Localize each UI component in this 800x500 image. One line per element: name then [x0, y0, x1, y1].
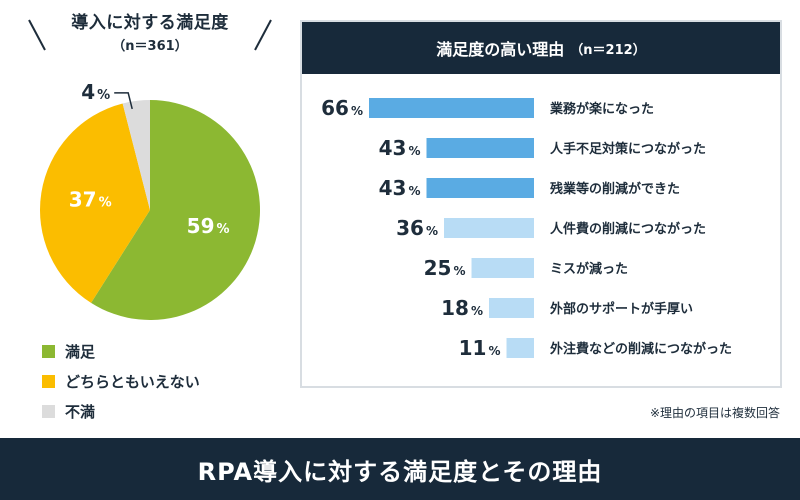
pie-value-label-2: 37% — [69, 188, 112, 212]
reasons-bar-chart: 66% 業務が楽になった 43% 人手不足対策につながった 43% 残業等の削減ができた 3… — [321, 96, 732, 360]
legend-label: 満足 — [65, 342, 96, 361]
footer-title: RPA導入に対する満足度とその理由 — [197, 457, 603, 486]
bar-category-label-6: 外部のサポートが手厚い — [549, 301, 693, 317]
bar-3 — [426, 178, 534, 198]
bar-category-label-1: 業務が楽になった — [549, 101, 654, 117]
satisfaction-pie-chart: 59 % 37 % 4% — [39, 80, 260, 321]
bar-1 — [369, 98, 534, 118]
bar-category-label-4: 人件費の削減につながった — [550, 221, 706, 237]
pie-slice-1 — [91, 100, 260, 321]
bar-value-label-5: 25% — [424, 256, 466, 280]
legend-swatch — [42, 404, 55, 418]
pie-slice-2 — [39, 103, 150, 303]
footnote: ※理由の項目は複数回答 — [649, 406, 780, 420]
bar-category-label-5: ミスが減った — [550, 261, 628, 277]
bar-value-label-7: 11% — [459, 336, 501, 360]
legend-swatch — [42, 374, 55, 388]
bar-value-label-2: 43% — [379, 136, 421, 160]
legend-item-2: どちらともいえない — [42, 366, 200, 396]
bar-category-label-7: 外注費などの削減につながった — [549, 341, 732, 357]
reasons-chart-title: 満足度の高い理由 — [436, 40, 565, 59]
legend-label: 不満 — [65, 402, 96, 421]
pie-chart-sample-size: （n＝361） — [112, 39, 188, 54]
legend-label: どちらともいえない — [65, 372, 200, 391]
pie-value-label-1: 59% — [187, 214, 230, 238]
pie-chart-title: 導入に対する満足度 — [71, 13, 229, 33]
pie-value-label-3: 4% — [81, 80, 110, 104]
bar-7 — [506, 338, 534, 358]
bar-2 — [426, 138, 534, 158]
bar-4 — [444, 218, 534, 238]
pie-legend: 満足どちらともいえない 不満 — [42, 336, 200, 426]
pie-slice-3 — [122, 100, 150, 210]
footer-title-bar: RPA導入に対する満足度とその理由 — [0, 438, 800, 500]
bar-category-label-2: 人手不足対策につながった — [550, 141, 706, 157]
bar-6 — [489, 298, 534, 318]
legend-item-3: 不満 — [42, 396, 200, 426]
bar-5 — [471, 258, 534, 278]
legend-swatch — [42, 344, 55, 358]
pie-chart-title-block: 導入に対する満足度 （n＝361） — [0, 8, 300, 54]
reasons-chart-sample-size: （n＝212） — [570, 42, 646, 58]
bar-value-label-3: 43% — [379, 176, 421, 200]
bar-category-label-3: 残業等の削減ができた — [550, 181, 680, 197]
reasons-panel: 満足度の高い理由 （n＝212） 66% 業務が楽になった 43% 人手不足対策につな… — [300, 20, 782, 388]
bar-value-label-6: 18% — [441, 296, 483, 320]
bar-value-label-1: 66% — [321, 96, 363, 120]
legend-item-1: 満足 — [42, 336, 200, 366]
reasons-panel-header: 満足度の高い理由 （n＝212） — [302, 22, 780, 74]
bar-value-label-4: 36% — [396, 216, 438, 240]
pie-leader-line-3 — [114, 92, 133, 110]
